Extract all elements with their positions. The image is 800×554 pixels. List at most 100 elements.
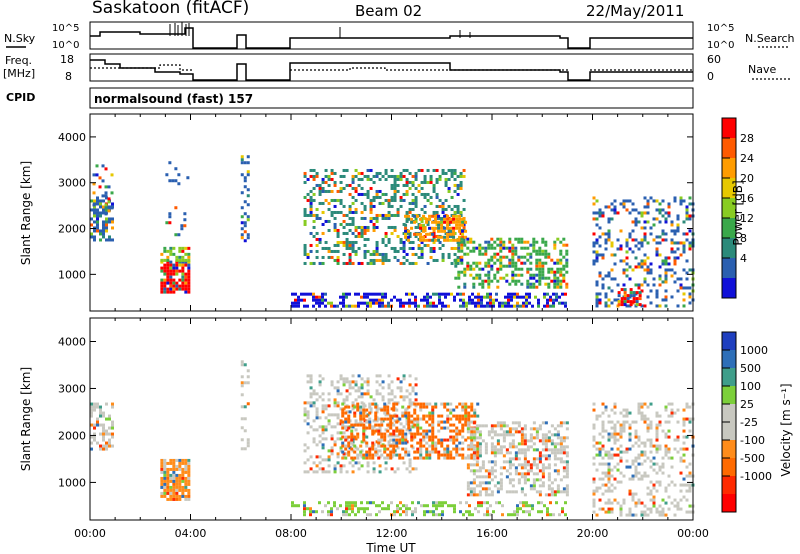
data-cell bbox=[181, 275, 185, 279]
data-cell bbox=[375, 301, 378, 305]
data-cell bbox=[95, 173, 99, 177]
data-cell bbox=[168, 179, 172, 183]
data-cell bbox=[535, 430, 539, 434]
data-cell bbox=[458, 432, 462, 436]
data-cell bbox=[101, 164, 105, 168]
data-cell bbox=[592, 211, 596, 215]
data-cell bbox=[357, 177, 361, 181]
data-cell bbox=[408, 398, 412, 402]
data-cell bbox=[357, 234, 361, 238]
data-cell bbox=[360, 455, 364, 459]
data-cell bbox=[550, 258, 554, 262]
data-cell bbox=[664, 238, 668, 242]
data-cell bbox=[553, 282, 557, 286]
data-cell bbox=[655, 432, 659, 436]
data-cell bbox=[369, 304, 372, 308]
data-cell bbox=[348, 461, 352, 465]
data-cell bbox=[607, 235, 611, 239]
data-cell bbox=[565, 451, 569, 455]
data-cell bbox=[664, 262, 668, 266]
data-cell bbox=[438, 298, 441, 302]
data-cell bbox=[661, 498, 665, 502]
data-cell bbox=[501, 513, 504, 517]
data-cell bbox=[682, 459, 686, 463]
data-cell bbox=[184, 482, 188, 486]
data-cell bbox=[369, 216, 373, 220]
data-cell bbox=[532, 240, 536, 244]
data-cell bbox=[471, 513, 474, 517]
data-cell bbox=[619, 432, 623, 436]
data-cell bbox=[462, 298, 465, 302]
data-cell bbox=[517, 273, 521, 277]
power-colorbar-label: Power [dB] bbox=[731, 180, 745, 245]
data-cell bbox=[407, 426, 411, 430]
data-cell bbox=[294, 504, 297, 508]
data-cell bbox=[381, 501, 384, 505]
data-cell bbox=[486, 513, 489, 517]
data-cell bbox=[163, 263, 167, 267]
data-cell bbox=[315, 464, 319, 468]
data-cell bbox=[604, 453, 608, 457]
data-cell bbox=[339, 174, 343, 178]
data-cell bbox=[163, 458, 167, 462]
data-cell bbox=[354, 207, 358, 211]
data-cell bbox=[294, 304, 297, 308]
data-cell bbox=[172, 464, 176, 468]
data-cell bbox=[90, 447, 93, 451]
freq-tick-high: 18 bbox=[60, 53, 74, 66]
data-cell bbox=[649, 465, 653, 469]
data-cell bbox=[357, 461, 361, 465]
data-cell bbox=[175, 458, 179, 462]
data-cell bbox=[372, 398, 376, 402]
data-cell bbox=[625, 199, 629, 203]
data-cell bbox=[601, 420, 605, 424]
data-cell bbox=[446, 438, 450, 442]
data-cell bbox=[532, 472, 536, 476]
data-cell bbox=[386, 447, 390, 451]
data-cell bbox=[661, 259, 665, 263]
data-cell bbox=[315, 295, 318, 299]
data-cell bbox=[315, 298, 318, 302]
data-cell bbox=[318, 467, 322, 471]
data-cell bbox=[306, 413, 310, 417]
data-cell bbox=[402, 461, 406, 465]
data-cell bbox=[413, 214, 417, 218]
data-cell bbox=[105, 223, 108, 227]
data-cell bbox=[187, 461, 191, 465]
data-cell bbox=[178, 464, 182, 468]
data-cell bbox=[604, 510, 608, 514]
data-cell bbox=[431, 420, 435, 424]
data-cell bbox=[160, 467, 164, 471]
data-cell bbox=[398, 432, 402, 436]
x-tick-label: 00:00 bbox=[677, 527, 709, 540]
data-cell bbox=[423, 298, 426, 302]
data-cell bbox=[616, 420, 620, 424]
data-cell bbox=[619, 435, 623, 439]
data-cell bbox=[187, 252, 191, 256]
data-cell bbox=[184, 461, 188, 465]
data-cell bbox=[392, 405, 396, 409]
data-cell bbox=[595, 486, 599, 490]
data-cell bbox=[446, 414, 450, 418]
data-cell bbox=[513, 510, 516, 514]
data-cell bbox=[529, 445, 533, 449]
data-cell bbox=[475, 469, 479, 473]
data-cell bbox=[369, 207, 373, 211]
data-cell bbox=[622, 420, 626, 424]
data-cell bbox=[462, 240, 466, 244]
data-cell bbox=[450, 195, 454, 199]
data-cell bbox=[604, 238, 608, 242]
data-cell bbox=[458, 441, 462, 445]
data-cell bbox=[187, 266, 191, 270]
data-cell bbox=[431, 232, 435, 236]
data-cell bbox=[347, 417, 351, 421]
data-cell bbox=[493, 246, 497, 250]
data-cell bbox=[559, 478, 563, 482]
data-cell bbox=[499, 267, 503, 271]
data-cell bbox=[410, 220, 414, 224]
data-cell bbox=[174, 179, 178, 183]
data-cell bbox=[303, 222, 307, 226]
data-cell bbox=[508, 261, 512, 265]
data-cell bbox=[595, 250, 599, 254]
data-cell bbox=[637, 477, 641, 481]
